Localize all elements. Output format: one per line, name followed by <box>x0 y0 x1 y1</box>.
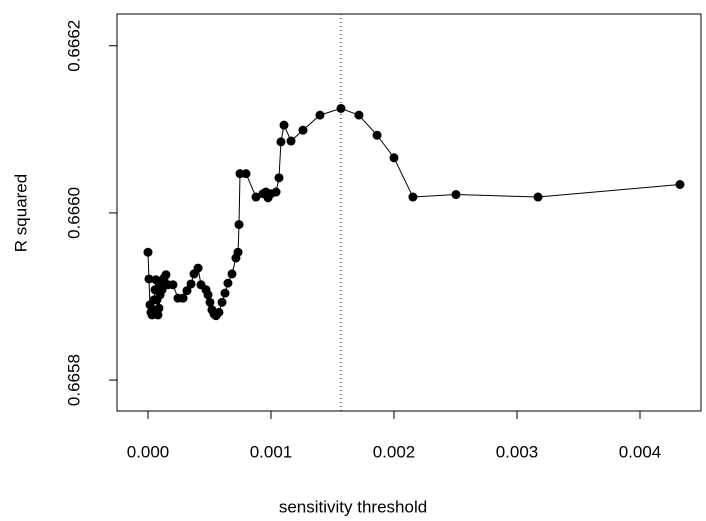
point <box>298 125 308 135</box>
point <box>372 130 382 140</box>
point <box>336 103 346 113</box>
point <box>227 269 237 279</box>
x-tick-label: 0.003 <box>496 442 539 461</box>
point <box>223 278 233 288</box>
point <box>178 293 188 303</box>
point <box>274 173 284 183</box>
point <box>354 110 364 120</box>
point <box>675 180 685 190</box>
point <box>214 307 224 317</box>
point <box>182 286 192 296</box>
point <box>205 297 215 307</box>
point <box>251 192 261 202</box>
point <box>154 303 164 313</box>
point <box>389 153 399 163</box>
point <box>451 190 461 200</box>
point <box>157 285 167 295</box>
y-tick-label: 0.6660 <box>64 187 83 239</box>
x-axis-label: sensitivity threshold <box>279 497 427 516</box>
point <box>143 247 153 257</box>
y-tick-label: 0.6662 <box>64 20 83 72</box>
point <box>286 136 296 146</box>
x-tick-label: 0.001 <box>250 442 293 461</box>
point <box>168 280 178 290</box>
plot-box <box>116 13 702 412</box>
point <box>408 192 418 202</box>
y-axis-label: R squared <box>11 174 30 252</box>
point <box>203 290 213 300</box>
point <box>217 297 227 307</box>
point <box>279 120 289 130</box>
y-tick-label: 0.6658 <box>64 354 83 406</box>
point <box>271 187 281 197</box>
point <box>193 263 203 273</box>
x-tick-label: 0.004 <box>619 442 662 461</box>
point <box>234 220 244 230</box>
point <box>533 192 543 202</box>
point <box>315 110 325 120</box>
point <box>144 274 154 284</box>
x-tick-label: 0.002 <box>373 442 416 461</box>
x-tick-label: 0.000 <box>127 442 170 461</box>
point <box>241 169 251 179</box>
point <box>276 137 286 147</box>
point <box>161 270 171 280</box>
point <box>220 288 230 298</box>
point <box>233 247 243 257</box>
point <box>186 279 196 289</box>
point <box>153 310 163 320</box>
